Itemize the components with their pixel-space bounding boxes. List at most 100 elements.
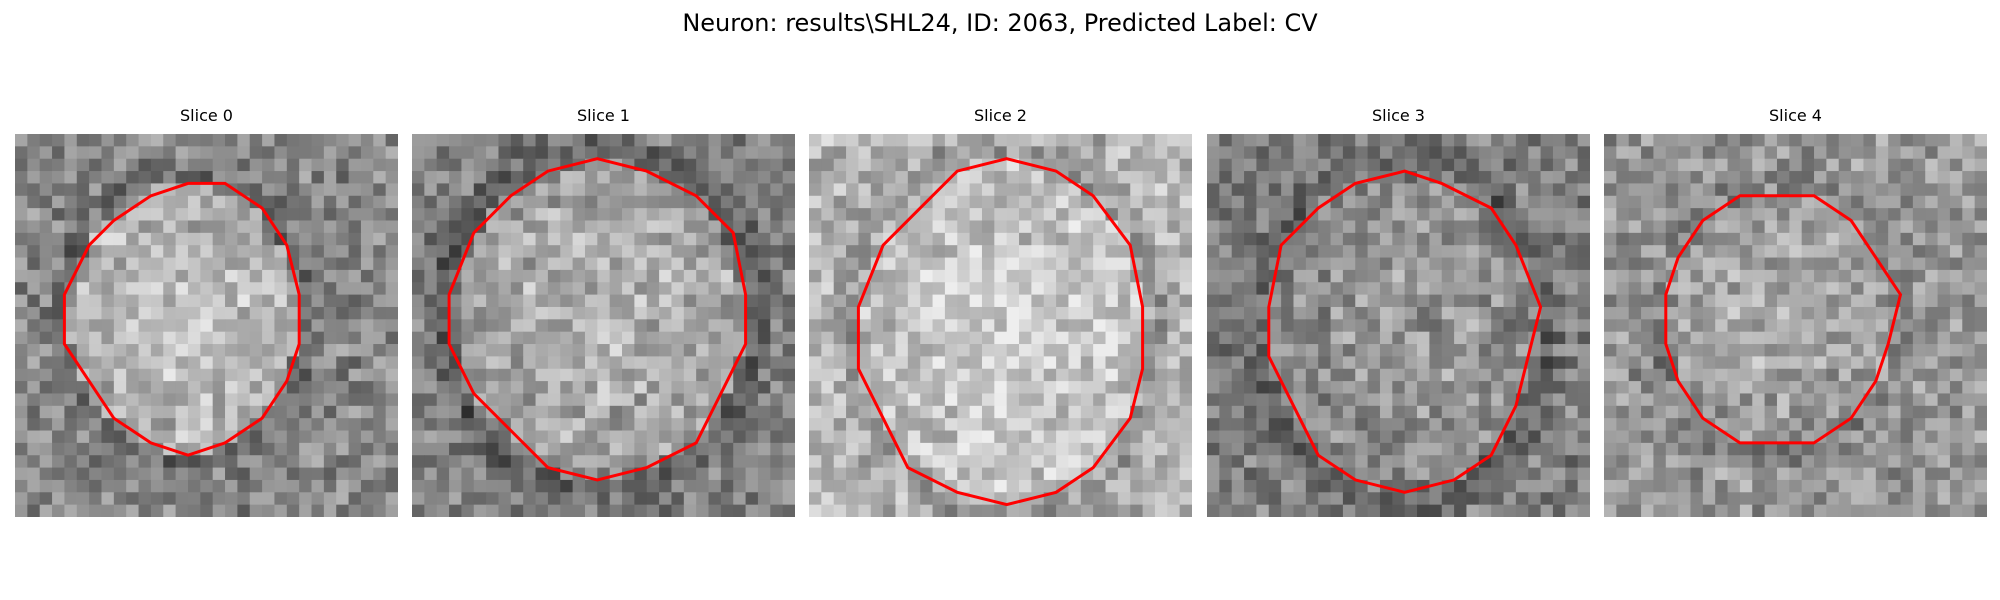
image-pixel	[1863, 442, 1877, 456]
image-pixel	[1105, 306, 1119, 320]
image-pixel	[1454, 393, 1467, 407]
image-pixel	[424, 294, 438, 308]
image-pixel	[237, 344, 251, 357]
image-pixel	[560, 405, 574, 419]
image-pixel	[373, 331, 387, 345]
image-pixel	[39, 319, 53, 333]
image-pixel	[584, 381, 598, 394]
image-pixel	[883, 368, 896, 382]
image-pixel	[1293, 344, 1307, 357]
image-pixel	[1068, 381, 1082, 394]
image-pixel	[373, 171, 387, 184]
image-pixel	[1900, 245, 1914, 258]
image-pixel	[373, 245, 387, 258]
image-pixel	[1068, 294, 1082, 308]
image-pixel	[1616, 393, 1630, 407]
image-pixel	[883, 492, 896, 506]
image-pixel	[535, 158, 549, 172]
image-pixel	[1900, 418, 1914, 431]
figure-title: Neuron: results\SHL24, ID: 2063, Predict…	[682, 9, 1318, 37]
image-pixel	[1678, 492, 1691, 506]
image-pixel	[237, 455, 251, 469]
image-pixel	[1478, 257, 1492, 271]
image-pixel	[1429, 134, 1443, 147]
image-pixel	[473, 356, 487, 370]
image-pixel	[659, 245, 672, 258]
image-pixel	[1392, 232, 1406, 246]
image-pixel	[52, 479, 65, 493]
image-pixel	[436, 430, 450, 444]
image-pixel	[1441, 319, 1455, 333]
image-pixel	[572, 319, 586, 333]
image-pixel	[1105, 269, 1119, 283]
image-pixel	[1801, 134, 1815, 147]
image-pixel	[1392, 208, 1406, 221]
image-pixel	[175, 344, 189, 357]
image-pixel	[1552, 146, 1566, 160]
image-pixel	[720, 504, 734, 517]
image-pixel	[1974, 504, 1987, 517]
image-pixel	[720, 158, 734, 172]
image-pixel	[52, 220, 65, 234]
image-pixel	[1219, 331, 1233, 345]
image-pixel	[336, 282, 350, 296]
image-pixel	[1367, 455, 1381, 469]
image-pixel	[299, 492, 312, 506]
image-pixel	[1739, 257, 1753, 271]
image-pixel	[1764, 381, 1778, 394]
image-pixel	[1417, 269, 1430, 283]
image-pixel	[1912, 418, 1926, 431]
image-pixel	[262, 319, 275, 333]
image-pixel	[981, 220, 995, 234]
image-pixel	[1949, 430, 1963, 444]
image-pixel	[757, 183, 771, 197]
image-pixel	[659, 492, 672, 506]
image-pixel	[1305, 405, 1319, 419]
image-pixel	[1925, 368, 1939, 382]
image-pixel	[225, 269, 238, 283]
image-pixel	[833, 331, 847, 345]
image-pixel	[1801, 195, 1815, 209]
image-pixel	[523, 245, 536, 258]
image-pixel	[1478, 368, 1492, 382]
image-pixel	[920, 492, 933, 506]
image-pixel	[348, 319, 362, 333]
image-pixel	[932, 344, 946, 357]
image-pixel	[163, 393, 177, 407]
image-pixel	[572, 183, 586, 197]
image-pixel	[646, 393, 660, 407]
image-pixel	[1031, 220, 1045, 234]
image-pixel	[262, 195, 275, 209]
image-pixel	[1962, 232, 1976, 246]
image-pixel	[883, 344, 896, 357]
image-pixel	[412, 146, 425, 160]
image-pixel	[360, 319, 374, 333]
image-pixel	[113, 492, 127, 506]
image-pixel	[683, 269, 697, 283]
slice-panel-1: Slice 1	[412, 104, 795, 517]
image-pixel	[385, 269, 398, 283]
image-pixel	[1379, 146, 1393, 160]
image-pixel	[907, 331, 921, 345]
image-pixel	[683, 220, 697, 234]
image-pixel	[981, 405, 995, 419]
image-pixel	[895, 269, 909, 283]
image-pixel	[1117, 393, 1131, 407]
image-pixel	[27, 257, 41, 271]
image-pixel	[809, 220, 822, 234]
image-pixel	[510, 269, 524, 283]
image-pixel	[1875, 171, 1889, 184]
image-pixel	[1552, 430, 1566, 444]
image-pixel	[1491, 183, 1504, 197]
image-pixel	[138, 356, 152, 370]
image-pixel	[52, 418, 65, 431]
image-pixel	[225, 245, 238, 258]
image-pixel	[1268, 492, 1282, 506]
image-pixel	[1863, 356, 1877, 370]
image-pixel	[39, 467, 53, 481]
image-pixel	[1256, 306, 1270, 320]
image-pixel	[846, 245, 859, 258]
image-pixel	[311, 368, 325, 382]
image-pixel	[1466, 319, 1480, 333]
image-pixel	[1838, 220, 1852, 234]
